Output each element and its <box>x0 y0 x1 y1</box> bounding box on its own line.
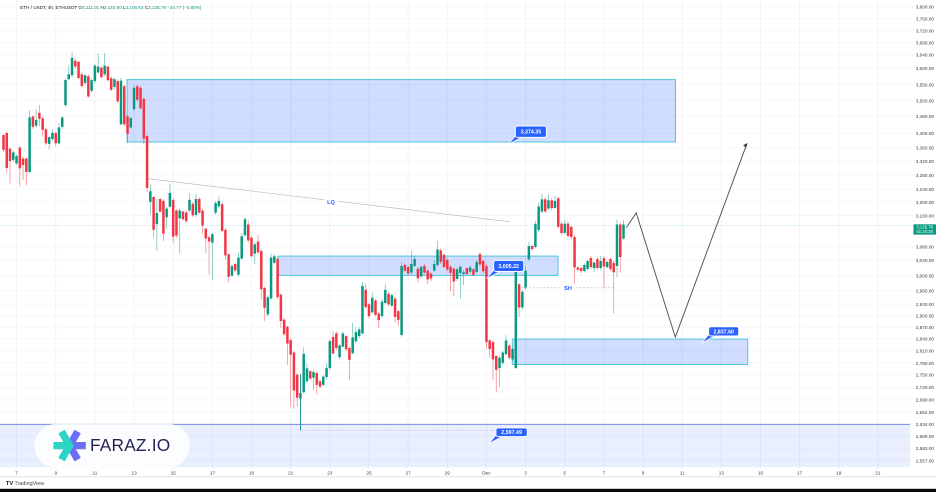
svg-text:3,720.00: 3,720.00 <box>916 28 935 33</box>
svg-text:9: 9 <box>54 470 57 475</box>
svg-text:2,597.49: 2,597.49 <box>501 430 522 436</box>
svg-text:19: 19 <box>249 470 255 475</box>
svg-text:15: 15 <box>171 470 177 475</box>
svg-text:2,583.00: 2,583.00 <box>916 446 935 451</box>
svg-text:3,040.00: 3,040.00 <box>916 258 935 263</box>
svg-text:2,870.00: 2,870.00 <box>916 325 935 330</box>
svg-text:11: 11 <box>680 470 685 475</box>
svg-text:2,557.00: 2,557.00 <box>916 458 935 463</box>
svg-text:3,450.00: 3,450.00 <box>916 114 935 119</box>
svg-text:17: 17 <box>797 470 803 475</box>
svg-text:2,720.00: 2,720.00 <box>916 385 935 390</box>
svg-text:3,200.00: 3,200.00 <box>916 200 935 205</box>
svg-text:3,400.00: 3,400.00 <box>916 131 935 136</box>
svg-text:2,810.00: 2,810.00 <box>916 349 935 354</box>
svg-text:3,240.00: 3,240.00 <box>916 187 935 192</box>
svg-text:19: 19 <box>836 470 842 475</box>
svg-text:5: 5 <box>563 470 566 475</box>
svg-text:LQ: LQ <box>327 200 335 206</box>
svg-text:SH: SH <box>564 286 572 292</box>
svg-text:15: 15 <box>758 470 764 475</box>
svg-text:3,160.00: 3,160.00 <box>916 213 935 218</box>
svg-text:TV: TV <box>6 481 14 487</box>
svg-text:23: 23 <box>327 470 333 475</box>
svg-text:3,640.00: 3,640.00 <box>916 52 935 57</box>
svg-text:ETH / USDT, 4h, ETHUSDT O3,11: ETH / USDT, 4h, ETHUSDT O3,111.01 H3,140… <box>20 5 202 10</box>
svg-text:9: 9 <box>642 470 645 475</box>
svg-text:7: 7 <box>15 470 18 475</box>
svg-text:13: 13 <box>131 470 137 475</box>
svg-text:11: 11 <box>92 470 97 475</box>
svg-text:2,780.00: 2,780.00 <box>916 361 935 366</box>
svg-text:01:20:20: 01:20:20 <box>916 229 933 234</box>
svg-text:3,374.35: 3,374.35 <box>521 130 542 136</box>
svg-text:3,600.00: 3,600.00 <box>916 66 935 71</box>
svg-text:3,320.00: 3,320.00 <box>916 159 935 164</box>
svg-text:3,800.00: 3,800.00 <box>916 5 935 10</box>
svg-text:27: 27 <box>405 470 411 475</box>
svg-text:Dec: Dec <box>482 470 491 475</box>
svg-text:3,760.00: 3,760.00 <box>916 16 935 21</box>
svg-text:2,609.00: 2,609.00 <box>916 434 935 439</box>
svg-text:3,280.00: 3,280.00 <box>916 173 935 178</box>
svg-text:3,550.00: 3,550.00 <box>916 82 935 87</box>
svg-text:3: 3 <box>524 470 527 475</box>
svg-text:2,690.00: 2,690.00 <box>916 398 935 403</box>
svg-text:7: 7 <box>603 470 606 475</box>
svg-text:3,000.00: 3,000.00 <box>916 273 935 278</box>
svg-text:13: 13 <box>719 470 725 475</box>
svg-text:17: 17 <box>210 470 216 475</box>
svg-text:3,080.00: 3,080.00 <box>916 245 935 250</box>
svg-text:2,662.00: 2,662.00 <box>916 410 935 415</box>
svg-text:2,634.00: 2,634.00 <box>916 422 935 427</box>
svg-text:29: 29 <box>445 470 451 475</box>
svg-text:25: 25 <box>366 470 372 475</box>
svg-text:2,930.00: 2,930.00 <box>916 302 935 307</box>
svg-text:FARAZ.IO: FARAZ.IO <box>90 435 170 455</box>
svg-text:21: 21 <box>875 470 881 475</box>
svg-text:3,500.00: 3,500.00 <box>916 99 935 104</box>
svg-text:2,750.00: 2,750.00 <box>916 372 935 377</box>
svg-text:2,840.00: 2,840.00 <box>916 337 935 342</box>
svg-text:3,005.22: 3,005.22 <box>498 264 519 270</box>
svg-text:2,960.00: 2,960.00 <box>916 289 935 294</box>
svg-text:2,837.60: 2,837.60 <box>713 329 734 335</box>
svg-text:21: 21 <box>288 470 294 475</box>
svg-text:TradingView: TradingView <box>15 481 45 487</box>
svg-text:2,900.00: 2,900.00 <box>916 314 935 319</box>
svg-text:3,680.00: 3,680.00 <box>916 40 935 45</box>
svg-text:3,360.00: 3,360.00 <box>916 145 935 150</box>
